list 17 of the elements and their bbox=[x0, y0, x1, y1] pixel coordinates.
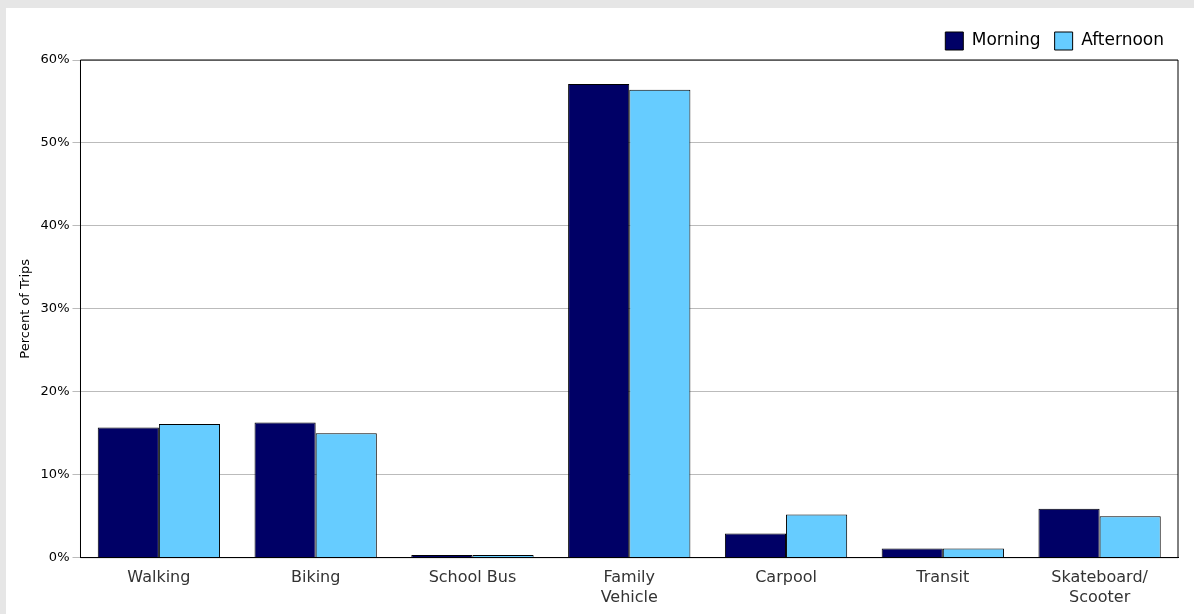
x-tick-label: School Bus bbox=[428, 567, 517, 587]
x-tick-label: Transit bbox=[915, 567, 970, 587]
y-axis-title: Percent of Trips bbox=[17, 258, 33, 359]
y-tick-label: 60% bbox=[40, 51, 70, 67]
y-tick-label: 0% bbox=[48, 548, 70, 564]
x-tick-label: Family Vehicle bbox=[600, 567, 658, 606]
x-tick-label: Biking bbox=[290, 567, 341, 587]
y-tick-label: 30% bbox=[40, 300, 70, 316]
x-tick-label: Carpool bbox=[755, 567, 817, 587]
legend-label: Afternoon bbox=[1081, 29, 1164, 50]
legend-label: Morning bbox=[971, 29, 1041, 50]
y-tick-label: 40% bbox=[40, 217, 70, 233]
y-tick-label: 20% bbox=[40, 383, 70, 399]
x-tick-label: Skateboard/ Scooter bbox=[1051, 567, 1149, 606]
y-tick-label: 10% bbox=[40, 466, 70, 482]
y-tick-label: 50% bbox=[40, 134, 70, 150]
x-tick-label: Walking bbox=[127, 567, 191, 587]
